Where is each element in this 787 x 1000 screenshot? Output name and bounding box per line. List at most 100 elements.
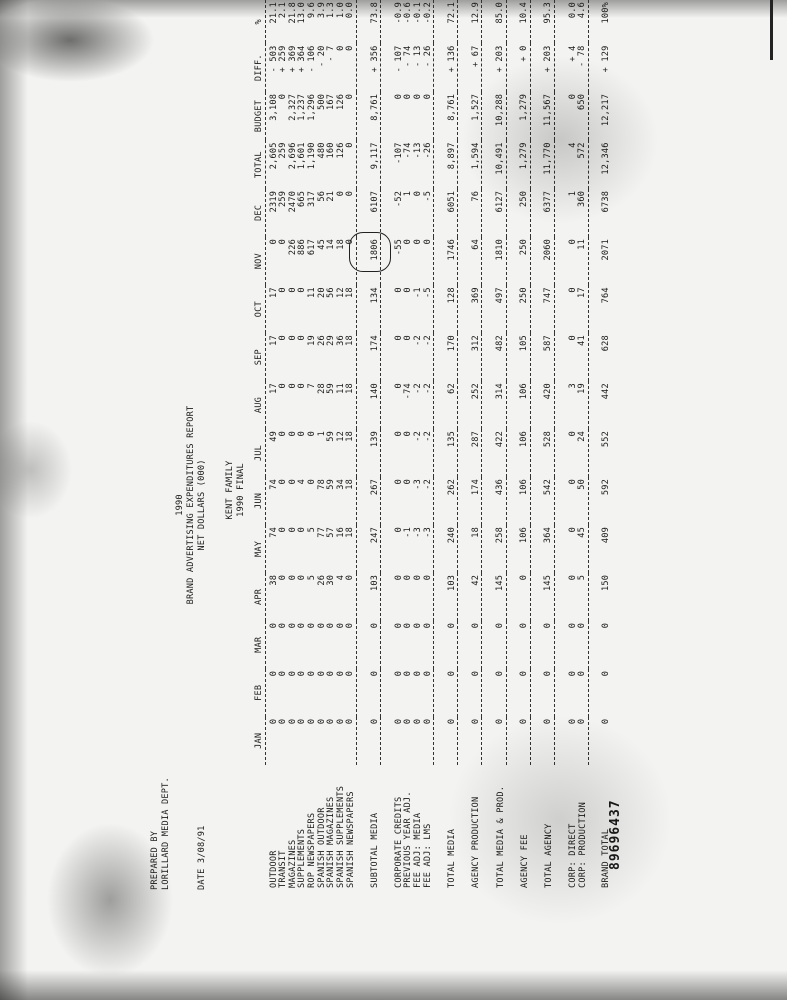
row-value: 0 — [422, 670, 433, 677]
divider-cell — [433, 91, 439, 141]
row-value: 17 — [268, 383, 279, 394]
row-value: 103 — [369, 574, 380, 592]
divider-cell — [506, 668, 511, 717]
divider-cell — [356, 188, 361, 238]
row-value: 41 — [577, 335, 588, 346]
row-value: 134 — [369, 287, 380, 304]
row-value: 0 — [519, 622, 530, 629]
row-value: 482 — [495, 335, 506, 352]
divider-cell — [481, 668, 487, 717]
row-value: 0 — [287, 479, 298, 485]
row-value: 247 — [369, 526, 380, 544]
column-header: MAY — [254, 540, 264, 557]
table-row: SPANISH OUTDOOR 0 0 0 26 77 78 1 28 26 20 45 56 480 50… — [316, 0, 328, 890]
row-value: 0 — [278, 383, 289, 389]
divider-cell — [380, 620, 386, 669]
row-value: 0 — [297, 383, 308, 389]
divider-cell — [433, 140, 439, 189]
row-value: 0 — [345, 574, 356, 581]
row-value: 409 — [601, 526, 612, 544]
column-header: APR — [254, 588, 264, 605]
row-value: 528 — [543, 431, 554, 448]
row-value: 542 — [543, 479, 554, 496]
row-value: 106 — [519, 479, 530, 496]
row-value: 0 — [412, 93, 423, 100]
row-value: 0 — [287, 574, 298, 581]
divider-cell — [530, 668, 535, 717]
divider-cell — [588, 43, 593, 92]
divider-cell — [554, 188, 560, 238]
divider-cell — [380, 188, 386, 238]
department-name: LORILLARD MEDIA DEPT. — [161, 777, 171, 890]
row-value: 0 — [577, 622, 588, 629]
row-value: 0 — [412, 574, 423, 581]
row-value: 1,279 — [519, 142, 530, 170]
row-value: 73.8 — [369, 2, 380, 24]
row-value: 6738 — [601, 190, 612, 213]
row-label: SPANISH SUPPLEMENTS — [335, 785, 346, 888]
row-value: 0 — [369, 670, 380, 677]
column-header: AUG — [254, 397, 264, 414]
divider-cell — [588, 0, 593, 44]
row-value: 11,567 — [543, 93, 554, 127]
row-value: 106 — [519, 431, 530, 448]
column-header: JUL — [254, 444, 264, 462]
divider-cell — [554, 381, 560, 430]
row-value: 0 — [567, 670, 578, 677]
table-row: FEE ADJ: MEDIA 0 0 0 0 -3 -3 -2 -2 -2 -1 0 0 -13 0- 13… — [412, 0, 424, 890]
divider-cell — [356, 285, 361, 334]
row-value: 0 — [543, 670, 554, 677]
divider-cell — [380, 140, 386, 189]
row-value: 72.1 — [446, 2, 457, 24]
divider-cell — [356, 381, 361, 430]
row-value: 258 — [495, 526, 506, 544]
row-value: 0 — [393, 574, 404, 581]
row-value: -2 — [422, 431, 433, 442]
divider-cell — [356, 716, 361, 765]
row-value: 1,527 — [470, 93, 481, 121]
divider-cell — [506, 429, 511, 477]
row-value: -2 — [422, 479, 433, 490]
row-value: + 203 — [543, 45, 554, 73]
column-header: MAR — [254, 636, 264, 653]
divider-cell — [554, 237, 560, 286]
row-value: 2071 — [601, 239, 612, 261]
row-value: 0 — [403, 239, 414, 245]
divider-cell — [356, 572, 361, 621]
row-value: 18 — [335, 239, 346, 250]
row-value: 0 — [601, 718, 612, 725]
row-value: 145 — [543, 574, 554, 592]
row-value: 21 — [326, 190, 337, 202]
divider-cell — [433, 668, 439, 717]
divider-cell — [433, 188, 439, 238]
divider-cell — [457, 381, 463, 430]
row-value: 12.9 — [470, 2, 481, 24]
row-value: 17 — [577, 287, 588, 298]
row-value: 0 — [577, 670, 588, 677]
row-value: 105 — [519, 335, 530, 352]
divider-cell — [457, 0, 463, 44]
divider-cell — [588, 285, 593, 334]
divider-cell — [457, 716, 463, 765]
row-value: 0 — [306, 431, 317, 437]
report-date: DATE 3/08/91 — [197, 825, 207, 891]
divider-cell — [481, 188, 487, 238]
row-value: 1,279 — [519, 93, 530, 121]
column-header: JUN — [254, 492, 264, 510]
divider-cell — [506, 140, 511, 189]
divider-cell — [530, 716, 535, 765]
row-value: 6377 — [543, 190, 554, 213]
report-year: 1990 — [175, 494, 185, 516]
row-value: 3,108 — [268, 93, 279, 121]
divider-cell — [554, 477, 560, 525]
divider-cell — [457, 668, 463, 717]
row-value: -3 — [422, 526, 433, 538]
divider-cell — [588, 620, 593, 669]
table-row: TOTAL AGENCY 0 0 0 145 364 542 528 420 587 747 2060… — [543, 0, 554, 890]
row-value: 0 — [316, 622, 327, 629]
column-header: TOTAL — [254, 151, 264, 179]
row-value: 18 — [345, 383, 356, 394]
row-value: 0 — [412, 622, 423, 629]
row-label: SUBTOTAL MEDIA — [370, 812, 381, 888]
divider-cell — [433, 43, 439, 92]
